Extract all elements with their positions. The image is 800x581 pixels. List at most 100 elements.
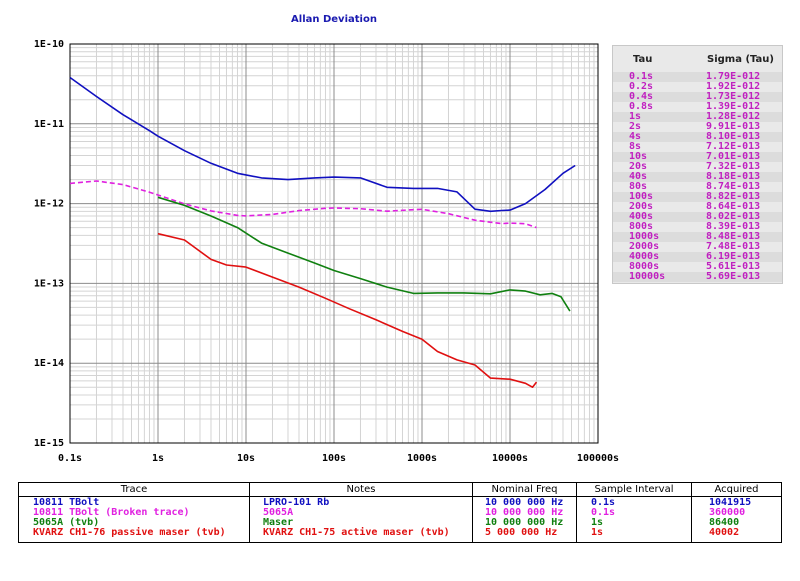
- sigma-table: Tau Sigma (Tau) 0.1s 1.79E-012 0.2s 1.92E-0…: [612, 45, 783, 284]
- sigma-table-row: 4s 8.10E-013: [613, 132, 782, 142]
- sigma-value-cell: 7.01E-013: [706, 151, 761, 162]
- sigma-tau-cell: 0.1s: [629, 71, 654, 82]
- sigma-tau-cell: 40s: [629, 171, 648, 182]
- legend-cell-freq: 5 000 000 Hz: [485, 527, 558, 538]
- sigma-value-cell: 6.19E-013: [706, 251, 761, 262]
- sigma-tau-cell: 10s: [629, 151, 648, 162]
- y-tick-label: 1E-15: [34, 438, 64, 449]
- legend-cell-trace: 5065A (tvb): [33, 517, 100, 528]
- legend-header-notes: Notes: [346, 484, 376, 495]
- legend-header-interval: Sample Interval: [594, 484, 674, 495]
- sigma-tau-cell: 80s: [629, 181, 648, 192]
- chart-title: Allan Deviation: [291, 14, 377, 25]
- sigma-tau-cell: 4000s: [629, 251, 660, 262]
- sigma-table-row: 20s 7.32E-013: [613, 162, 782, 172]
- sigma-table-row: 0.8s 1.39E-012: [613, 102, 782, 112]
- legend-cell-trace: KVARZ CH1-76 passive maser (tvb): [33, 527, 226, 538]
- sigma-table-row: 0.2s 1.92E-012: [613, 82, 782, 92]
- legend-cell-interval: 1s: [591, 527, 604, 538]
- legend-cell-trace: 10811 TBolt (Broken trace): [33, 507, 190, 518]
- legend-cell-trace: 10811 TBolt: [33, 497, 100, 508]
- y-tick-label: 1E-13: [34, 278, 64, 289]
- sigma-value-cell: 9.91E-013: [706, 121, 761, 132]
- series-line-3: [157, 232, 538, 388]
- x-tick-label: 1s: [152, 453, 164, 464]
- sigma-tau-cell: 800s: [629, 221, 654, 232]
- sigma-value-cell: 5.69E-013: [706, 271, 761, 282]
- sigma-value-cell: 7.48E-013: [706, 241, 761, 252]
- sigma-value-cell: 1.73E-012: [706, 91, 761, 102]
- plot-frame: [69, 43, 599, 444]
- sigma-value-cell: 8.74E-013: [706, 181, 761, 192]
- legend-cell-freq: 10 000 000 Hz: [485, 497, 564, 508]
- sigma-tau-cell: 0.2s: [629, 81, 654, 92]
- sigma-table-header-sigma: Sigma (Tau): [707, 54, 774, 65]
- y-tick-label: 1E-14: [34, 358, 64, 369]
- sigma-table-row: 400s 8.02E-013: [613, 212, 782, 222]
- sigma-table-row: 2000s 7.48E-013: [613, 242, 782, 252]
- sigma-tau-cell: 20s: [629, 161, 648, 172]
- legend-cell-freq: 10 000 000 Hz: [485, 517, 564, 528]
- series-line-2: [157, 196, 571, 312]
- sigma-value-cell: 1.39E-012: [706, 101, 761, 112]
- legend-divider: [249, 483, 250, 542]
- legend-row: 10811 TBolt LPRO-101 Rb 10 000 000 Hz 0.1s 1…: [19, 498, 781, 508]
- legend-row: 10811 TBolt (Broken trace) 5065A 10 000 00…: [19, 508, 781, 518]
- sigma-value-cell: 8.64E-013: [706, 201, 761, 212]
- legend-cell-notes: KVARZ CH1-75 active maser (tvb): [263, 527, 450, 538]
- sigma-value-cell: 1.28E-012: [706, 111, 761, 122]
- legend-cell-notes: Maser: [263, 517, 294, 528]
- x-tick-label: 0.1s: [58, 453, 82, 464]
- x-tick-label: 10000s: [492, 453, 528, 464]
- sigma-table-row: 100s 8.82E-013: [613, 192, 782, 202]
- sigma-tau-cell: 100s: [629, 191, 654, 202]
- series-line-0: [69, 76, 576, 213]
- sigma-tau-cell: 8000s: [629, 261, 660, 272]
- sigma-table-row: 1000s 8.48E-013: [613, 232, 782, 242]
- legend-header-freq: Nominal Freq: [491, 484, 558, 495]
- legend-table: Trace Notes Nominal Freq Sample Interval…: [18, 482, 782, 543]
- legend-header-acquired: Acquired: [714, 484, 759, 495]
- y-tick-label: 1E-11: [34, 119, 64, 130]
- legend-header-divider: [19, 496, 781, 497]
- legend-cell-notes: LPRO-101 Rb: [263, 497, 330, 508]
- legend-cell-acquired: 86400: [709, 517, 740, 528]
- sigma-table-header-tau: Tau: [633, 54, 653, 65]
- sigma-tau-cell: 2s: [629, 121, 642, 132]
- legend-row: 5065A (tvb) Maser 10 000 000 Hz 1s 86400: [19, 518, 781, 528]
- x-tick-label: 10s: [237, 453, 255, 464]
- sigma-value-cell: 8.48E-013: [706, 231, 761, 242]
- sigma-tau-cell: 0.8s: [629, 101, 654, 112]
- sigma-tau-cell: 4s: [629, 131, 642, 142]
- x-tick-label: 100000s: [577, 453, 619, 464]
- x-tick-label: 100s: [322, 453, 346, 464]
- legend-cell-acquired: 40002: [709, 527, 740, 538]
- sigma-table-row: 0.4s 1.73E-012: [613, 92, 782, 102]
- legend-cell-acquired: 360000: [709, 507, 746, 518]
- legend-cell-acquired: 1041915: [709, 497, 752, 508]
- sigma-value-cell: 8.39E-013: [706, 221, 761, 232]
- allan-deviation-chart: 0.1s 1s 10s 100s 1000s 10000s 100000s 1E-10 1E-1…: [34, 39, 619, 464]
- sigma-table-row: 800s 8.39E-013: [613, 222, 782, 232]
- sigma-table-rows: 0.1s 1.79E-012 0.2s 1.92E-012 0.4s 1.73E-012 0…: [613, 72, 782, 282]
- sigma-tau-cell: 200s: [629, 201, 654, 212]
- sigma-value-cell: 8.10E-013: [706, 131, 761, 142]
- sigma-value-cell: 8.82E-013: [706, 191, 761, 202]
- sigma-value-cell: 8.18E-013: [706, 171, 761, 182]
- legend-cell-interval: 0.1s: [591, 507, 616, 518]
- sigma-table-row: 10s 7.01E-013: [613, 152, 782, 162]
- sigma-value-cell: 8.02E-013: [706, 211, 761, 222]
- sigma-tau-cell: 400s: [629, 211, 654, 222]
- sigma-tau-cell: 8s: [629, 141, 642, 152]
- sigma-table-row: 0.1s 1.79E-012: [613, 72, 782, 82]
- legend-header-trace: Trace: [120, 484, 148, 495]
- sigma-tau-cell: 1000s: [629, 231, 660, 242]
- sigma-table-row: 8s 7.12E-013: [613, 142, 782, 152]
- legend-cell-freq: 10 000 000 Hz: [485, 507, 564, 518]
- legend-cell-interval: 0.1s: [591, 497, 616, 508]
- sigma-tau-cell: 10000s: [629, 271, 666, 282]
- sigma-tau-cell: 1s: [629, 111, 642, 122]
- sigma-table-row: 4000s 6.19E-013: [613, 252, 782, 262]
- sigma-table-row: 2s 9.91E-013: [613, 122, 782, 132]
- legend-cell-notes: 5065A: [263, 507, 294, 518]
